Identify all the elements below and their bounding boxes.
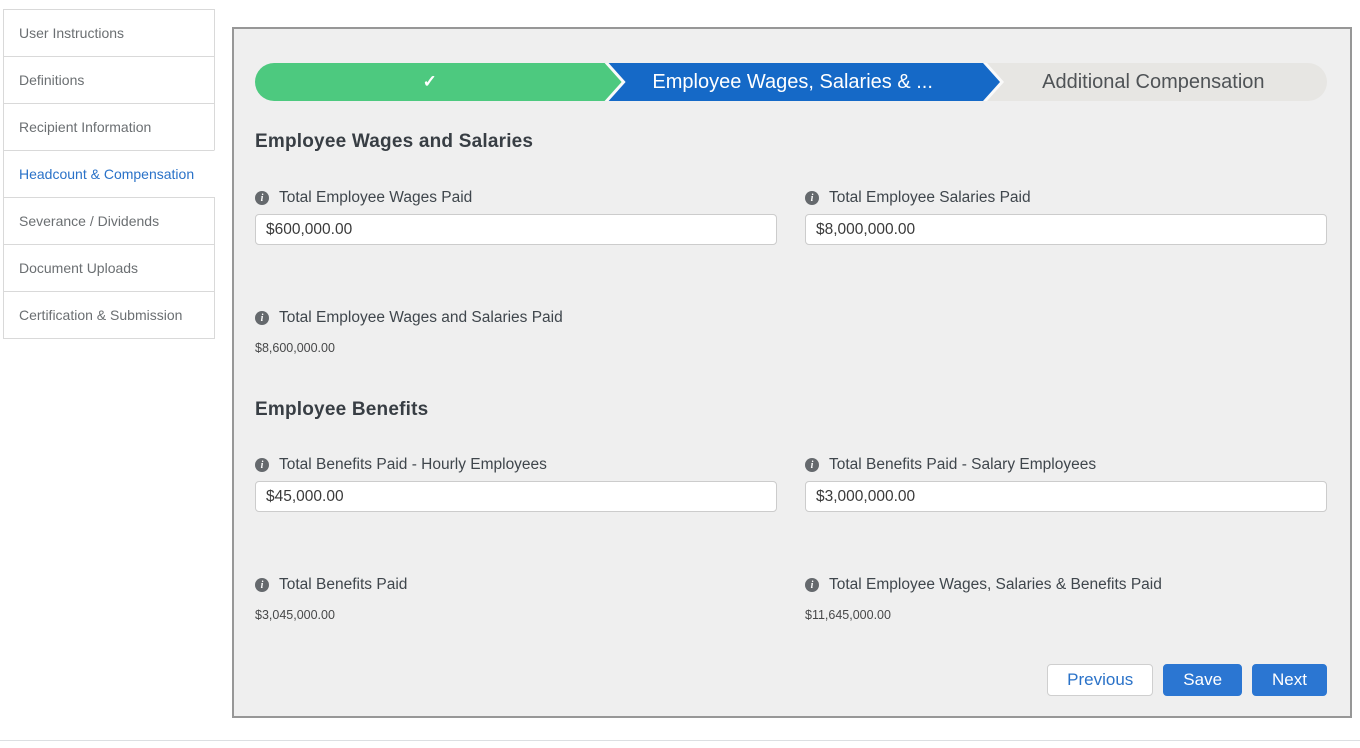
- benefits-hourly-input[interactable]: [255, 481, 777, 512]
- field-total-employee-salaries-paid: i Total Employee Salaries Paid: [805, 189, 1327, 245]
- form-panel: Additional Compensation Employee Wages, …: [232, 27, 1352, 718]
- info-icon[interactable]: i: [805, 191, 819, 205]
- section-heading-benefits: Employee Benefits: [255, 399, 429, 420]
- field-label-text: Total Employee Wages and Salaries Paid: [279, 309, 563, 326]
- sidebar-item-definitions[interactable]: Definitions: [3, 56, 215, 104]
- sidebar-item-label: Severance / Dividends: [19, 213, 160, 229]
- info-icon[interactable]: i: [255, 458, 269, 472]
- sidebar-item-recipient-information[interactable]: Recipient Information: [3, 103, 215, 151]
- sidebar-item-document-uploads[interactable]: Document Uploads: [3, 244, 215, 292]
- check-icon: ✓: [422, 72, 437, 91]
- field-benefits-salary: i Total Benefits Paid - Salary Employees: [805, 456, 1327, 512]
- save-button[interactable]: Save: [1163, 664, 1243, 696]
- wizard-stepper: Additional Compensation Employee Wages, …: [255, 63, 1327, 101]
- computed-value: $3,045,000.00: [255, 608, 335, 622]
- info-icon[interactable]: i: [805, 458, 819, 472]
- sidebar-item-label: Document Uploads: [19, 260, 139, 276]
- stepper-step-label: Employee Wages, Salaries & ...: [652, 70, 933, 93]
- previous-button[interactable]: Previous: [1047, 664, 1154, 696]
- field-label: i Total Employee Salaries Paid: [805, 189, 1327, 207]
- sidebar-item-label: Recipient Information: [19, 119, 152, 135]
- sidebar-item-severance-dividends[interactable]: Severance / Dividends: [3, 197, 215, 245]
- field-label-text: Total Employee Salaries Paid: [829, 189, 1031, 206]
- field-grand-total: i Total Employee Wages, Salaries & Benef…: [805, 576, 1327, 622]
- stepper-step-additional-compensation[interactable]: Additional Compensation: [980, 63, 1327, 101]
- field-label: i Total Benefits Paid - Salary Employees: [805, 456, 1327, 474]
- info-icon[interactable]: i: [805, 578, 819, 592]
- info-icon[interactable]: i: [255, 311, 269, 325]
- page-bottom-divider: [0, 740, 1360, 741]
- field-label-text: Total Employee Wages, Salaries & Benefit…: [829, 576, 1162, 593]
- field-total-wages-salaries-paid: i Total Employee Wages and Salaries Paid…: [255, 309, 1327, 355]
- field-total-employee-wages-paid: i Total Employee Wages Paid: [255, 189, 777, 245]
- field-label: i Total Benefits Paid - Hourly Employees: [255, 456, 777, 474]
- info-icon[interactable]: i: [255, 578, 269, 592]
- next-button[interactable]: Next: [1252, 664, 1327, 696]
- sidebar: User Instructions Definitions Recipient …: [3, 9, 215, 339]
- field-total-benefits-paid: i Total Benefits Paid $3,045,000.00: [255, 576, 777, 622]
- sidebar-item-label: Certification & Submission: [19, 307, 183, 323]
- total-employee-wages-paid-input[interactable]: [255, 214, 777, 245]
- benefits-salary-input[interactable]: [805, 481, 1327, 512]
- total-employee-salaries-paid-input[interactable]: [805, 214, 1327, 245]
- sidebar-item-label: Definitions: [19, 72, 85, 88]
- stepper-step-completed[interactable]: ✓: [255, 63, 622, 101]
- field-label: i Total Benefits Paid: [255, 576, 777, 594]
- stepper-step-label: Additional Compensation: [1042, 70, 1265, 93]
- field-benefits-hourly: i Total Benefits Paid - Hourly Employees: [255, 456, 777, 512]
- sidebar-item-certification-submission[interactable]: Certification & Submission: [3, 291, 215, 339]
- sidebar-item-label: Headcount & Compensation: [19, 166, 195, 182]
- field-label: i Total Employee Wages and Salaries Paid: [255, 309, 1327, 327]
- computed-value: $8,600,000.00: [255, 341, 335, 355]
- section-heading-wages: Employee Wages and Salaries: [255, 131, 534, 152]
- computed-value: $11,645,000.00: [805, 608, 891, 622]
- sidebar-item-label: User Instructions: [19, 25, 125, 41]
- field-label-text: Total Benefits Paid - Hourly Employees: [279, 456, 547, 473]
- sidebar-item-user-instructions[interactable]: User Instructions: [3, 9, 215, 57]
- info-icon[interactable]: i: [255, 191, 269, 205]
- field-label-text: Total Benefits Paid: [279, 576, 408, 593]
- stepper-step-current[interactable]: Employee Wages, Salaries & ...: [602, 63, 1000, 101]
- field-label: i Total Employee Wages, Salaries & Benef…: [805, 576, 1327, 594]
- sidebar-item-headcount-compensation[interactable]: Headcount & Compensation: [3, 150, 215, 198]
- form-actions: Previous Save Next: [255, 664, 1327, 696]
- field-label: i Total Employee Wages Paid: [255, 189, 777, 207]
- field-label-text: Total Benefits Paid - Salary Employees: [829, 456, 1097, 473]
- field-label-text: Total Employee Wages Paid: [279, 189, 473, 206]
